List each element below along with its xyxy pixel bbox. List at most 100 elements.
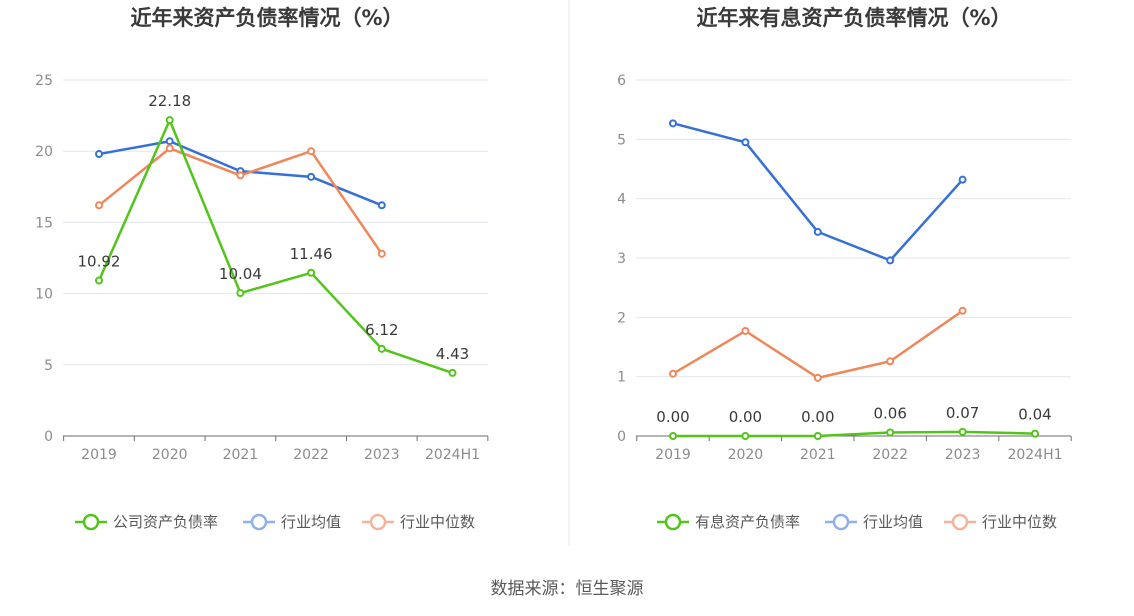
series-line — [672, 309, 964, 380]
x-tick-label: 2023 — [364, 447, 400, 463]
data-point[interactable] — [958, 175, 967, 184]
legend-swatch-marker — [82, 513, 100, 531]
data-point[interactable] — [448, 368, 457, 377]
data-point[interactable] — [95, 150, 103, 159]
series-2 — [669, 119, 967, 265]
legend-swatch-marker — [664, 513, 682, 531]
legend-label: 行业中位数 — [982, 513, 1057, 531]
data-label: 10.04 — [219, 265, 262, 283]
data-point[interactable] — [165, 144, 174, 153]
data-point[interactable] — [307, 268, 316, 277]
y-tick-label: 5 — [44, 358, 53, 374]
chart-title: 近年来有息资产负债率情况（%） — [696, 6, 1011, 30]
data-point[interactable] — [669, 369, 677, 378]
chart-1: 近年来资产负债率情况（%） 0 5 10 15 20 25 2019 2020 2021 2022 2… — [35, 6, 489, 531]
data-label: 4.43 — [436, 345, 469, 363]
legend-item[interactable]: 行业均值 — [825, 513, 923, 531]
data-point[interactable] — [741, 138, 750, 147]
legend: 公司资产负债率 行业均值 行业中位数 — [75, 513, 475, 531]
data-point[interactable] — [813, 432, 822, 440]
y-tick-label: 20 — [35, 144, 53, 160]
data-point[interactable] — [165, 116, 174, 125]
series-3 — [95, 144, 386, 258]
x-tick-label: 2024H1 — [425, 447, 480, 463]
series-1: 0.00 0.00 0.00 0.06 0.07 0.04 — [656, 404, 1052, 440]
series-line — [97, 118, 453, 375]
x-tick-label: 2019 — [81, 447, 117, 463]
data-point[interactable] — [958, 427, 967, 436]
data-label: 0.00 — [656, 408, 689, 426]
data-point[interactable] — [813, 373, 822, 382]
data-point[interactable] — [95, 201, 103, 210]
data-point[interactable] — [95, 276, 103, 285]
y-tick-label: 1 — [617, 370, 626, 386]
data-point[interactable] — [377, 249, 386, 258]
data-label: 0.00 — [801, 408, 834, 426]
series-3 — [669, 306, 967, 382]
legend-swatch-marker — [951, 513, 969, 531]
chart-2: 近年来有息资产负债率情况（%） 0 1 2 3 4 5 6 2019 2020 2021 2022 20… — [617, 6, 1072, 531]
legend-label: 行业均值 — [281, 513, 341, 531]
legend-swatch-marker — [832, 513, 850, 531]
data-point[interactable] — [886, 256, 895, 265]
legend-label: 行业中位数 — [400, 513, 475, 531]
data-label: 10.92 — [78, 252, 121, 270]
legend-item[interactable]: 有息资产负债率 — [657, 513, 800, 531]
data-label: 11.46 — [290, 245, 333, 263]
y-tick-label: 3 — [617, 251, 626, 267]
data-point[interactable] — [813, 227, 822, 236]
data-point[interactable] — [236, 289, 245, 298]
x-tick-label: 2019 — [655, 447, 691, 463]
x-tick-label: 2020 — [728, 447, 764, 463]
data-point[interactable] — [669, 119, 677, 128]
series-line — [672, 122, 964, 262]
x-tick-label: 2021 — [223, 447, 259, 463]
data-label: 6.12 — [365, 321, 398, 339]
y-tick-label: 5 — [617, 132, 626, 148]
data-point[interactable] — [307, 172, 316, 181]
x-tick-label: 2021 — [800, 447, 836, 463]
legend-label: 行业均值 — [863, 513, 923, 531]
y-tick-label: 6 — [617, 73, 626, 89]
data-label: 0.00 — [729, 408, 762, 426]
legend-swatch-marker — [369, 513, 387, 531]
data-point[interactable] — [377, 344, 386, 353]
data-source-note: 数据来源：恒生聚源 — [490, 579, 644, 599]
y-tick-label: 10 — [35, 287, 53, 303]
data-label: 0.06 — [873, 404, 906, 422]
x-tick-label: 2023 — [945, 447, 981, 463]
x-tick-label: 2024H1 — [1007, 447, 1062, 463]
legend-item[interactable]: 公司资产负债率 — [75, 513, 218, 531]
legend-label: 有息资产负债率 — [695, 513, 800, 531]
data-point[interactable] — [669, 432, 677, 440]
data-point[interactable] — [1031, 429, 1039, 438]
data-point[interactable] — [741, 326, 750, 335]
legend-label: 公司资产负债率 — [113, 513, 218, 531]
legend-item[interactable]: 行业中位数 — [362, 513, 475, 531]
legend-item[interactable]: 行业均值 — [243, 513, 341, 531]
x-tick-label: 2022 — [293, 447, 329, 463]
data-point[interactable] — [377, 201, 386, 210]
y-tick-label: 25 — [35, 73, 53, 89]
data-point[interactable] — [886, 428, 895, 437]
data-point[interactable] — [741, 432, 750, 440]
series-line — [98, 147, 383, 255]
legend-item[interactable]: 行业中位数 — [944, 513, 1057, 531]
y-tick-label: 0 — [617, 429, 626, 445]
data-point[interactable] — [886, 357, 895, 366]
legend: 有息资产负债率 行业均值 行业中位数 — [657, 513, 1057, 531]
series-line — [673, 430, 1036, 438]
y-tick-label: 2 — [617, 310, 626, 326]
y-tick-label: 15 — [35, 215, 53, 231]
data-point[interactable] — [307, 147, 316, 156]
data-label: 22.18 — [148, 92, 191, 110]
data-label: 0.04 — [1018, 406, 1051, 424]
x-tick-label: 2022 — [872, 447, 908, 463]
data-point[interactable] — [236, 171, 245, 180]
data-point[interactable] — [165, 137, 174, 146]
data-point[interactable] — [958, 306, 967, 315]
y-tick-label: 4 — [617, 192, 626, 208]
legend-swatch-marker — [250, 513, 268, 531]
